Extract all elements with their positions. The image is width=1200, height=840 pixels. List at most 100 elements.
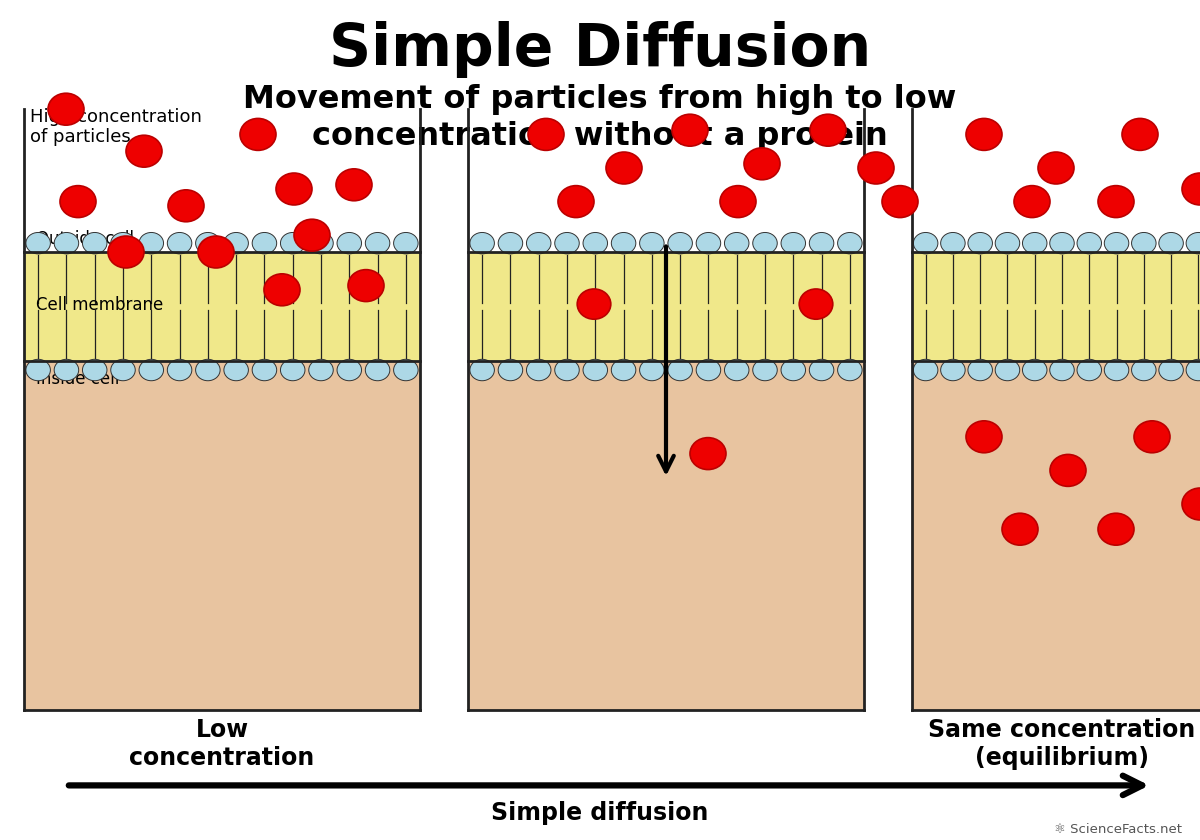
- Ellipse shape: [799, 289, 833, 319]
- Ellipse shape: [110, 233, 136, 254]
- Text: Cell membrane: Cell membrane: [36, 296, 163, 314]
- Text: Outside cell: Outside cell: [36, 230, 134, 248]
- Ellipse shape: [941, 360, 965, 381]
- Ellipse shape: [527, 233, 551, 254]
- Ellipse shape: [108, 236, 144, 268]
- Ellipse shape: [168, 190, 204, 222]
- Ellipse shape: [394, 233, 418, 254]
- Ellipse shape: [83, 233, 107, 254]
- Ellipse shape: [60, 186, 96, 218]
- Ellipse shape: [1132, 360, 1156, 381]
- Ellipse shape: [470, 233, 494, 254]
- Ellipse shape: [995, 233, 1020, 254]
- Ellipse shape: [224, 360, 248, 381]
- Ellipse shape: [966, 421, 1002, 453]
- Ellipse shape: [48, 93, 84, 125]
- Ellipse shape: [725, 233, 749, 254]
- Ellipse shape: [336, 169, 372, 201]
- Ellipse shape: [1159, 360, 1183, 381]
- Ellipse shape: [337, 360, 361, 381]
- Ellipse shape: [672, 114, 708, 146]
- Bar: [468, 361, 864, 710]
- Ellipse shape: [690, 438, 726, 470]
- Ellipse shape: [365, 360, 390, 381]
- Ellipse shape: [167, 360, 192, 381]
- Ellipse shape: [139, 360, 163, 381]
- Ellipse shape: [1022, 233, 1046, 254]
- Ellipse shape: [1159, 233, 1183, 254]
- Ellipse shape: [498, 360, 523, 381]
- Ellipse shape: [1050, 233, 1074, 254]
- Ellipse shape: [470, 360, 494, 381]
- Ellipse shape: [809, 233, 834, 254]
- Ellipse shape: [252, 233, 277, 254]
- Ellipse shape: [365, 233, 390, 254]
- Ellipse shape: [752, 233, 778, 254]
- Ellipse shape: [809, 360, 834, 381]
- Ellipse shape: [1134, 421, 1170, 453]
- Ellipse shape: [348, 270, 384, 302]
- Ellipse shape: [196, 233, 220, 254]
- Ellipse shape: [640, 233, 664, 254]
- Ellipse shape: [294, 219, 330, 251]
- Ellipse shape: [611, 233, 636, 254]
- Ellipse shape: [838, 233, 862, 254]
- Ellipse shape: [1182, 173, 1200, 205]
- Bar: [468, 109, 864, 252]
- Ellipse shape: [528, 118, 564, 150]
- Bar: [912, 109, 1200, 252]
- Ellipse shape: [264, 274, 300, 306]
- Ellipse shape: [1014, 186, 1050, 218]
- Ellipse shape: [640, 360, 664, 381]
- Text: ⚛ ScienceFacts.net: ⚛ ScienceFacts.net: [1054, 823, 1182, 836]
- Ellipse shape: [554, 233, 580, 254]
- Ellipse shape: [725, 360, 749, 381]
- Bar: [912, 252, 1200, 361]
- Ellipse shape: [968, 233, 992, 254]
- Ellipse shape: [558, 186, 594, 218]
- Ellipse shape: [606, 152, 642, 184]
- Ellipse shape: [720, 186, 756, 218]
- Ellipse shape: [54, 360, 79, 381]
- Ellipse shape: [583, 360, 607, 381]
- Ellipse shape: [696, 233, 721, 254]
- Text: Same concentration
(equilibrium): Same concentration (equilibrium): [929, 718, 1195, 770]
- Bar: [468, 252, 864, 361]
- Ellipse shape: [308, 360, 334, 381]
- Ellipse shape: [527, 360, 551, 381]
- Ellipse shape: [1122, 118, 1158, 150]
- Ellipse shape: [1022, 360, 1046, 381]
- Ellipse shape: [752, 360, 778, 381]
- Ellipse shape: [577, 289, 611, 319]
- Ellipse shape: [498, 233, 523, 254]
- Ellipse shape: [337, 233, 361, 254]
- Bar: [24, 252, 420, 361]
- Ellipse shape: [583, 233, 607, 254]
- Ellipse shape: [554, 360, 580, 381]
- Ellipse shape: [1104, 233, 1129, 254]
- Text: High concentration
of particles: High concentration of particles: [30, 108, 202, 146]
- Ellipse shape: [394, 360, 418, 381]
- Bar: [24, 361, 420, 710]
- Ellipse shape: [696, 360, 721, 381]
- Ellipse shape: [995, 360, 1020, 381]
- Text: Low
concentration: Low concentration: [130, 718, 314, 770]
- Ellipse shape: [668, 233, 692, 254]
- Ellipse shape: [224, 233, 248, 254]
- Ellipse shape: [1186, 233, 1200, 254]
- Ellipse shape: [252, 360, 277, 381]
- Ellipse shape: [139, 233, 163, 254]
- Ellipse shape: [281, 360, 305, 381]
- Ellipse shape: [198, 236, 234, 268]
- Ellipse shape: [1098, 186, 1134, 218]
- Ellipse shape: [838, 360, 862, 381]
- Ellipse shape: [1050, 360, 1074, 381]
- Ellipse shape: [941, 233, 965, 254]
- Ellipse shape: [913, 233, 938, 254]
- Ellipse shape: [308, 233, 334, 254]
- Ellipse shape: [26, 360, 50, 381]
- Ellipse shape: [966, 118, 1002, 150]
- Text: Simple Diffusion: Simple Diffusion: [329, 21, 871, 78]
- Ellipse shape: [26, 233, 50, 254]
- Text: Movement of particles from high to low
concentration without a protein: Movement of particles from high to low c…: [244, 84, 956, 152]
